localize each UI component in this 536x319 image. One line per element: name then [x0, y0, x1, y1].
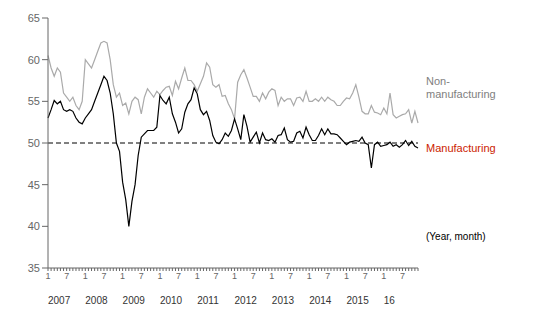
svg-text:45: 45 [28, 179, 40, 191]
svg-text:40: 40 [28, 220, 40, 232]
html-text:Non- manufacturing: Non- manufacturing [426, 75, 496, 100]
svg-text:1: 1 [83, 271, 88, 281]
html-text:Manufacturing: Manufacturing [426, 141, 496, 154]
svg-text:2009: 2009 [123, 295, 146, 306]
svg-text:7: 7 [139, 271, 144, 281]
svg-text:1: 1 [381, 271, 386, 281]
svg-text:2007: 2007 [48, 295, 71, 306]
svg-text:1: 1 [232, 271, 237, 281]
svg-text:1: 1 [120, 271, 125, 281]
svg-text:7: 7 [213, 271, 218, 281]
svg-text:2008: 2008 [85, 295, 108, 306]
svg-text:50: 50 [28, 137, 40, 149]
svg-text:55: 55 [28, 95, 40, 107]
svg-text:2012: 2012 [235, 295, 258, 306]
svg-text:65: 65 [28, 12, 40, 24]
svg-text:2011: 2011 [197, 295, 219, 306]
svg-text:16: 16 [384, 295, 396, 306]
svg-text:7: 7 [288, 271, 293, 281]
svg-text:7: 7 [363, 271, 368, 281]
svg-text:7: 7 [64, 271, 69, 281]
svg-text:60: 60 [28, 54, 40, 66]
svg-text:1: 1 [269, 271, 274, 281]
svg-text:2013: 2013 [272, 295, 295, 306]
svg-text:35: 35 [28, 262, 40, 274]
html-text:(Year, month): (Year, month) [426, 230, 486, 241]
svg-text:7: 7 [400, 271, 405, 281]
svg-text:2015: 2015 [346, 295, 369, 306]
svg-text:1: 1 [157, 271, 162, 281]
svg-text:7: 7 [176, 271, 181, 281]
svg-text:2014: 2014 [309, 295, 332, 306]
svg-text:1: 1 [307, 271, 312, 281]
svg-text:7: 7 [101, 271, 106, 281]
svg-text:1: 1 [195, 271, 200, 281]
svg-text:1: 1 [344, 271, 349, 281]
svg-text:1: 1 [45, 271, 50, 281]
svg-text:2010: 2010 [160, 295, 183, 306]
svg-text:7: 7 [325, 271, 330, 281]
svg-text:7: 7 [251, 271, 256, 281]
